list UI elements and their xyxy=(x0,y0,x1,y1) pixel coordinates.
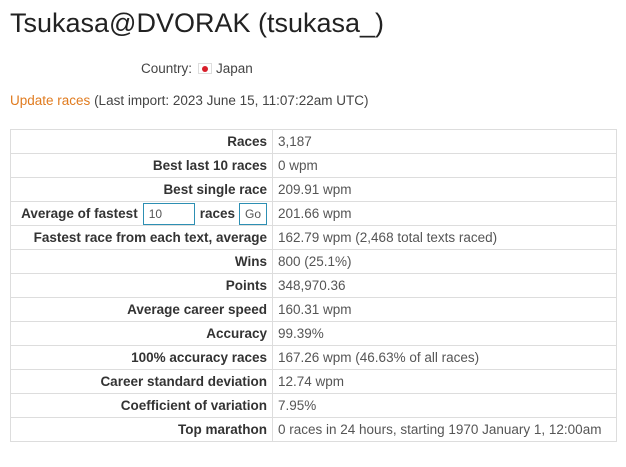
stats-label: Races xyxy=(10,129,273,154)
fastest-count-input[interactable] xyxy=(142,202,195,225)
stats-value: 160.31 wpm xyxy=(272,297,617,322)
average-fastest-form: Average of fastest races Go xyxy=(16,202,267,225)
average-fastest-cell: Average of fastest races Go xyxy=(10,201,273,226)
stats-label: Average of fastest xyxy=(21,206,138,221)
stats-label: Fastest race from each text, average xyxy=(10,225,273,250)
stats-value: 0 wpm xyxy=(272,153,617,178)
stats-label: Top marathon xyxy=(10,417,273,442)
stats-row-wins: Wins 800 (25.1%) xyxy=(10,249,617,274)
stats-value: 0 races in 24 hours, starting 1970 Janua… xyxy=(272,417,617,442)
country-label: Country: xyxy=(141,61,193,76)
stats-value: 7.95% xyxy=(272,393,617,418)
stats-label: Best single race xyxy=(10,177,273,202)
go-button[interactable]: Go xyxy=(238,202,267,225)
stats-row-full-accuracy: 100% accuracy races 167.26 wpm (46.63% o… xyxy=(10,345,617,370)
stats-value: 12.74 wpm xyxy=(272,369,617,394)
stats-row-coefficient: Coefficient of variation 7.95% xyxy=(10,393,617,418)
stats-label: 100% accuracy races xyxy=(10,345,273,370)
stats-label: Accuracy xyxy=(10,321,273,346)
stats-row-std-deviation: Career standard deviation 12.74 wpm xyxy=(10,369,617,394)
stats-row-races: Races 3,187 xyxy=(10,129,617,154)
stats-value: 162.79 wpm (2,468 total texts raced) xyxy=(272,225,617,250)
stats-value: 201.66 wpm xyxy=(272,201,617,226)
page-title: Tsukasa@DVORAK (tsukasa_) xyxy=(10,8,385,38)
stats-row-accuracy: Accuracy 99.39% xyxy=(10,321,617,346)
stats-value: 167.26 wpm (46.63% of all races) xyxy=(272,345,617,370)
stats-label: Points xyxy=(10,273,273,298)
stats-label: Best last 10 races xyxy=(10,153,273,178)
stats-row-fastest-each-text: Fastest race from each text, average 162… xyxy=(10,225,617,250)
races-suffix: races xyxy=(199,206,235,221)
stats-row-best-single: Best single race 209.91 wpm xyxy=(10,177,617,202)
japan-flag-icon xyxy=(198,63,213,74)
stats-row-average-fastest: Average of fastest races Go 201.66 wpm xyxy=(10,201,617,226)
stats-value: 209.91 wpm xyxy=(272,177,617,202)
stats-row-career-speed: Average career speed 160.31 wpm xyxy=(10,297,617,322)
stats-label: Career standard deviation xyxy=(10,369,273,394)
stats-value: 3,187 xyxy=(272,129,617,154)
stats-row-points: Points 348,970.36 xyxy=(10,273,617,298)
update-races-link[interactable]: Update races xyxy=(10,93,91,108)
stats-row-best-last-10: Best last 10 races 0 wpm xyxy=(10,153,617,178)
last-import-text: (Last import: 2023 June 15, 11:07:22am U… xyxy=(94,93,369,108)
stats-label: Coefficient of variation xyxy=(10,393,273,418)
stats-table: Races 3,187 Best last 10 races 0 wpm Bes… xyxy=(10,129,617,442)
stats-value: 99.39% xyxy=(272,321,617,346)
stats-label: Average career speed xyxy=(10,297,273,322)
flag-disc xyxy=(202,65,209,72)
country-name: Japan xyxy=(216,61,253,76)
stats-row-top-marathon: Top marathon 0 races in 24 hours, starti… xyxy=(10,417,617,442)
country-line: Country: Japan xyxy=(141,61,253,76)
stats-value: 348,970.36 xyxy=(272,273,617,298)
stats-label: Wins xyxy=(10,249,273,274)
update-line: Update races (Last import: 2023 June 15,… xyxy=(10,93,368,108)
stats-value: 800 (25.1%) xyxy=(272,249,617,274)
